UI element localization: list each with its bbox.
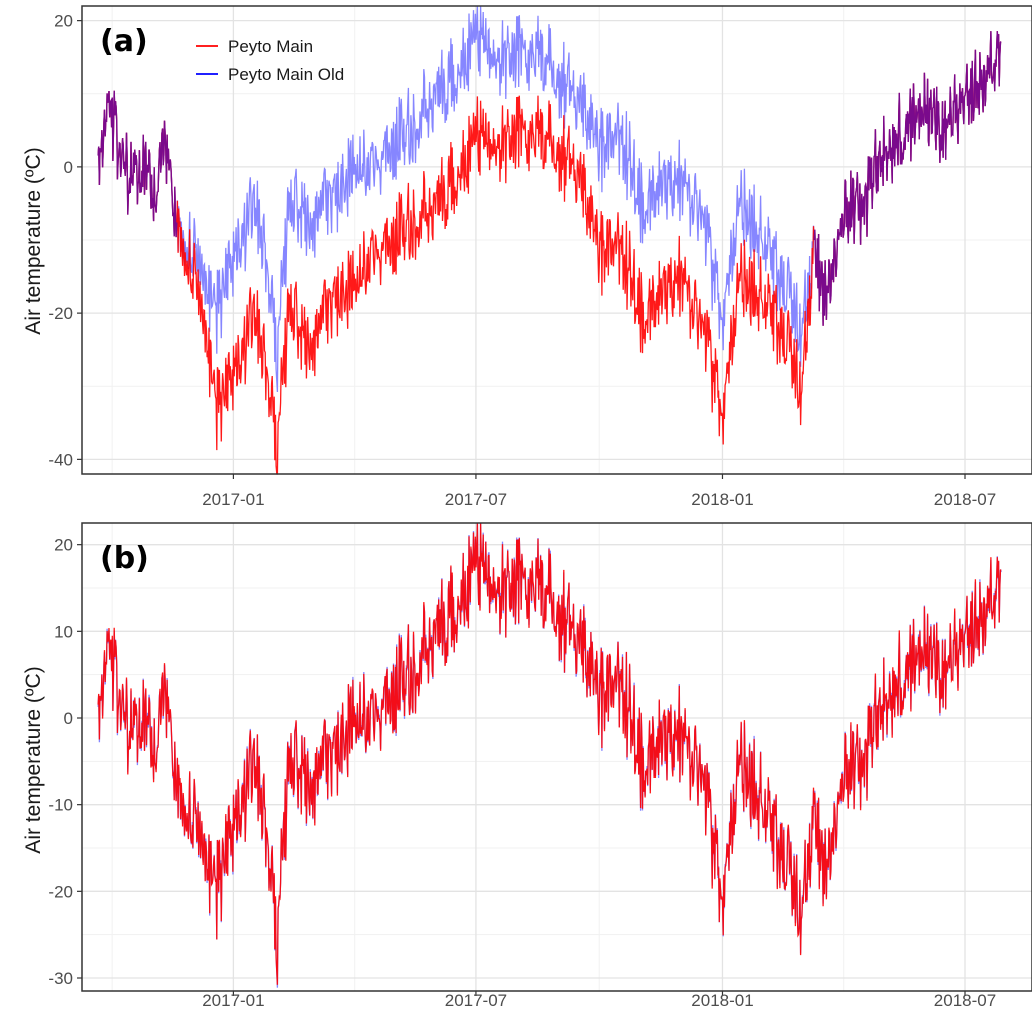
x-tick-label: 2018-07	[934, 490, 996, 509]
series-line-overlap	[813, 31, 1002, 326]
y-tick-label: -10	[48, 796, 73, 815]
legend-label: Peyto Main	[228, 37, 313, 56]
plot-background	[82, 523, 1032, 991]
panel-label: (b)	[100, 541, 149, 576]
panel-a: -40 -20 0 20 2017-01 2017-07 2018-01 2018-07 Air…	[22, 5, 1032, 509]
x-tick-label: 2018-01	[691, 490, 753, 509]
y-axis-title: Air temperature (ºC)	[22, 666, 45, 853]
y-axis-title: Air temperature (ºC)	[22, 147, 45, 334]
panel-border	[81, 522, 1032, 992]
panel-border	[81, 5, 1032, 475]
x-tick-label: 2017-01	[202, 991, 264, 1010]
panel-label: (a)	[100, 24, 148, 59]
legend: Peyto Main Peyto Main Old	[196, 37, 344, 84]
x-tick-label: 2018-01	[691, 991, 753, 1010]
y-tick-label: 20	[54, 536, 73, 555]
y-tick-label: -40	[48, 450, 73, 469]
y-tick-label: 10	[54, 622, 73, 641]
y-tick-label: 0	[64, 709, 73, 728]
y-tick-label: 0	[64, 158, 73, 177]
series-line-peyto-main	[97, 522, 1002, 985]
y-tick-label: -20	[48, 304, 73, 323]
y-tick-label: 20	[54, 12, 73, 31]
x-tick-label: 2018-07	[934, 991, 996, 1010]
x-tick-label: 2017-07	[445, 991, 507, 1010]
y-tick-label: -30	[48, 969, 73, 988]
legend-label: Peyto Main Old	[228, 65, 344, 84]
panel-b: -30 -20 -10 0 10 20 2017-01 2017-07 2018-01 2018-…	[22, 522, 1032, 1010]
y-tick-label: -20	[48, 882, 73, 901]
x-tick-label: 2017-01	[202, 490, 264, 509]
series-line-overlap	[97, 90, 178, 238]
x-tick-label: 2017-07	[445, 490, 507, 509]
